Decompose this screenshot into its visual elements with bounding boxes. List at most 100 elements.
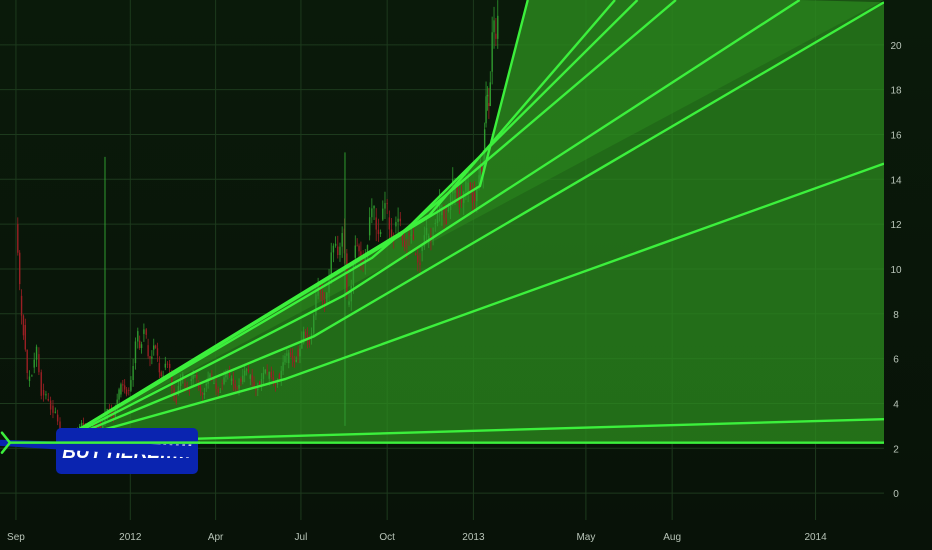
- candle-body: [198, 385, 200, 388]
- x-tick-label: Aug: [663, 532, 681, 543]
- candle-body: [38, 354, 40, 373]
- candle-body: [399, 218, 401, 222]
- candle-body: [303, 331, 305, 343]
- candle-body: [54, 411, 57, 413]
- candle-body: [441, 210, 443, 216]
- candle-body: [243, 370, 246, 376]
- candle-body: [156, 348, 159, 356]
- candle-body: [137, 331, 139, 342]
- buy-callout: BUY HERE!!!!!: [0, 428, 200, 474]
- candle-body: [375, 217, 377, 230]
- candle-body: [493, 20, 495, 33]
- candle-body: [201, 392, 204, 395]
- x-tick-label: Sep: [7, 532, 25, 543]
- candle-body: [49, 400, 52, 410]
- candle-body: [332, 245, 335, 253]
- candle-body: [330, 252, 332, 276]
- candle-body: [236, 388, 238, 390]
- candle-body: [234, 384, 236, 389]
- candle-body: [481, 166, 483, 172]
- candle-body: [406, 246, 408, 248]
- candle-body: [253, 381, 255, 388]
- candle-body: [247, 369, 250, 372]
- candle-body: [140, 344, 143, 348]
- candle-body: [449, 193, 452, 210]
- candle-body: [456, 186, 458, 198]
- candle-body: [260, 378, 263, 386]
- candle-body: [149, 356, 151, 359]
- candle-body: [488, 103, 490, 106]
- candle-body: [116, 399, 118, 410]
- fan-band: [57, 0, 884, 443]
- candle-body: [213, 383, 215, 385]
- candle-body: [266, 369, 268, 371]
- candle-body: [489, 82, 491, 106]
- candle-body: [52, 405, 54, 413]
- candle-body: [120, 384, 122, 395]
- candle-body: [242, 375, 244, 382]
- candle-body: [42, 390, 45, 396]
- candle-body: [154, 345, 157, 349]
- candle-body: [122, 384, 124, 386]
- candle-body: [219, 391, 221, 393]
- candle-body: [175, 397, 177, 403]
- candle-body: [354, 245, 356, 258]
- candle-body: [217, 389, 219, 393]
- candle-body: [491, 32, 493, 72]
- candle-body: [414, 253, 417, 256]
- candle-body: [377, 229, 380, 235]
- candle-body: [203, 393, 206, 395]
- candle-body: [469, 182, 471, 193]
- candle-body: [323, 300, 326, 305]
- candle-body: [47, 398, 49, 401]
- candle-body: [97, 426, 100, 428]
- candle-body: [192, 375, 194, 380]
- candle-body: [20, 295, 23, 316]
- candle-body: [249, 375, 251, 379]
- candle-body: [171, 376, 173, 389]
- candle-body: [321, 291, 324, 301]
- candle-body: [199, 387, 202, 393]
- candle-body: [258, 381, 261, 386]
- candle-body: [337, 246, 339, 255]
- candle-body: [308, 340, 311, 345]
- candle-body: [128, 390, 130, 391]
- candle-body: [56, 414, 59, 422]
- candle-body: [421, 246, 423, 252]
- candle-body: [341, 233, 343, 247]
- candle-body: [350, 285, 352, 302]
- candle-body: [403, 240, 406, 247]
- candle-body: [221, 383, 223, 385]
- candle-body: [151, 356, 153, 359]
- candle-body: [272, 377, 275, 383]
- candle-body: [495, 33, 497, 39]
- candle-body: [326, 292, 328, 305]
- y-tick-label: 14: [890, 175, 902, 186]
- x-tick-label: 2013: [462, 532, 485, 543]
- x-tick-label: 2014: [804, 532, 827, 543]
- candle-body: [125, 389, 128, 395]
- candle-body: [313, 315, 315, 334]
- y-tick-label: 0: [893, 489, 899, 500]
- candle-body: [82, 422, 85, 426]
- candle-body: [432, 238, 434, 240]
- candle-body: [251, 375, 253, 382]
- candle-body: [463, 191, 465, 203]
- candle-body: [182, 374, 184, 379]
- candle-body: [228, 372, 231, 376]
- candle-body: [278, 374, 281, 379]
- candle-body: [473, 192, 476, 202]
- candle-body: [18, 252, 21, 285]
- candle-body: [166, 363, 169, 365]
- candle-body: [209, 374, 211, 378]
- candle-body: [138, 340, 141, 348]
- candle-body: [134, 341, 137, 364]
- candle-body: [423, 235, 426, 247]
- candle-body: [486, 94, 489, 97]
- fan-band: [57, 163, 884, 443]
- y-tick-label: 4: [893, 399, 899, 410]
- candle-body: [386, 203, 388, 205]
- candle-body: [339, 246, 341, 255]
